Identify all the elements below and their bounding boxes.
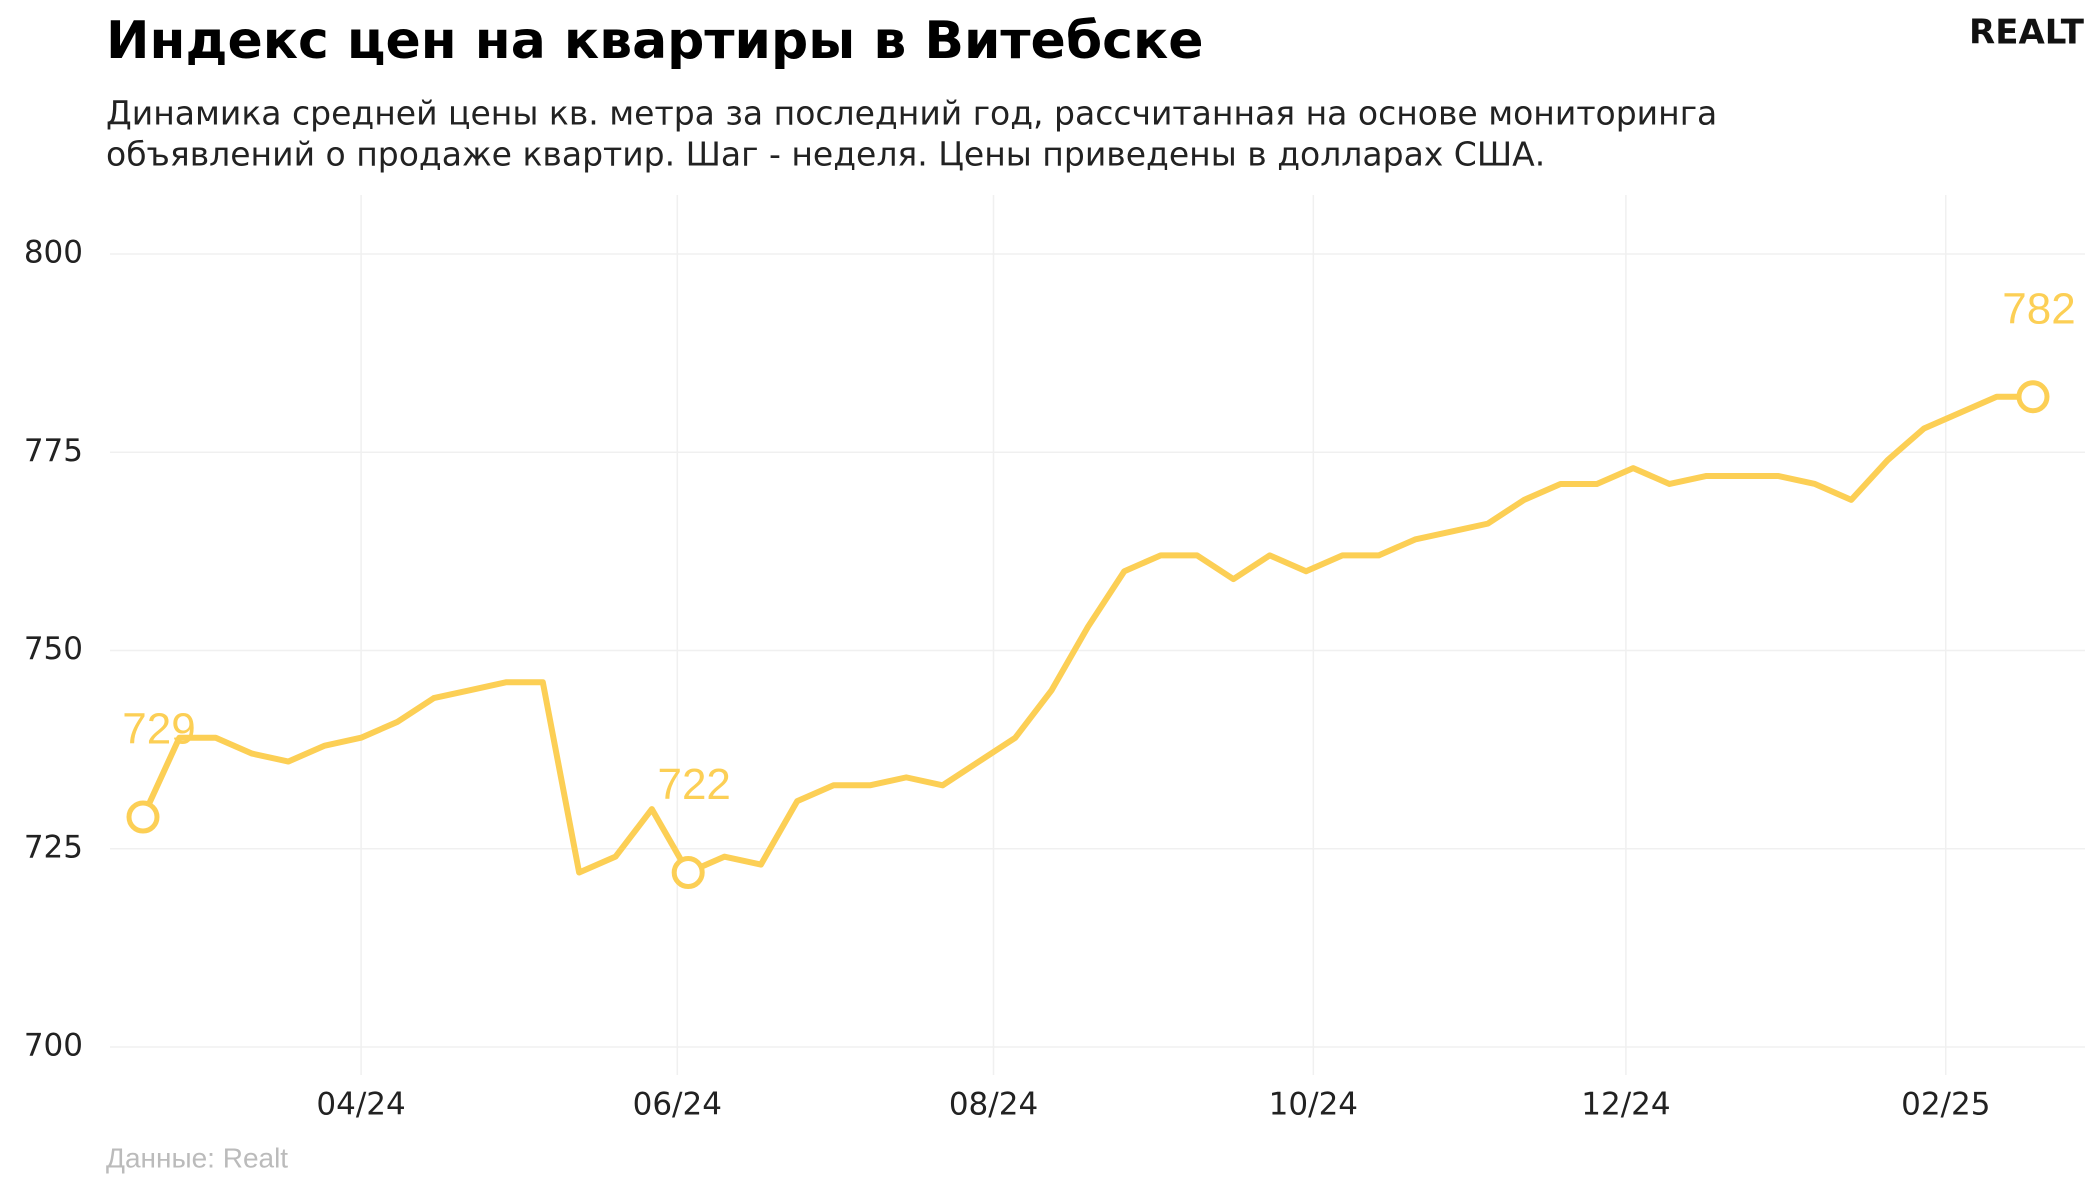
logo: REALT	[1969, 13, 2085, 53]
line	[140, 393, 2033, 876]
chart-subtitle: Динамика средней цены кв. метра за после…	[106, 94, 1717, 133]
y-tick-label: 700	[24, 1028, 83, 1064]
y-tick-label: 775	[24, 433, 83, 469]
chart-title: Индекс цен на квартиры в Витебске	[106, 11, 1204, 71]
data-label: 782	[2002, 284, 2075, 333]
chart-subtitle: объявлений о продаже квартир. Шаг - неде…	[106, 135, 1545, 174]
marker	[671, 856, 705, 890]
x-tick-label: 02/25	[1901, 1087, 1990, 1123]
data-label: 729	[122, 705, 195, 754]
y-tick-label: 725	[24, 829, 83, 865]
data-label: 722	[657, 760, 730, 809]
y-tick-label: 750	[24, 631, 83, 667]
x-tick-label: 10/24	[1269, 1087, 1358, 1123]
x-tick-label: 06/24	[633, 1087, 722, 1123]
marker	[2016, 380, 2050, 414]
x-tick-label: 12/24	[1581, 1087, 1670, 1123]
x-tick-label: 08/24	[949, 1087, 1038, 1123]
marker	[126, 800, 160, 834]
source: Данные: Realt	[106, 1142, 288, 1173]
y-tick-label: 800	[24, 235, 83, 271]
x-tick-label: 04/24	[316, 1087, 405, 1123]
